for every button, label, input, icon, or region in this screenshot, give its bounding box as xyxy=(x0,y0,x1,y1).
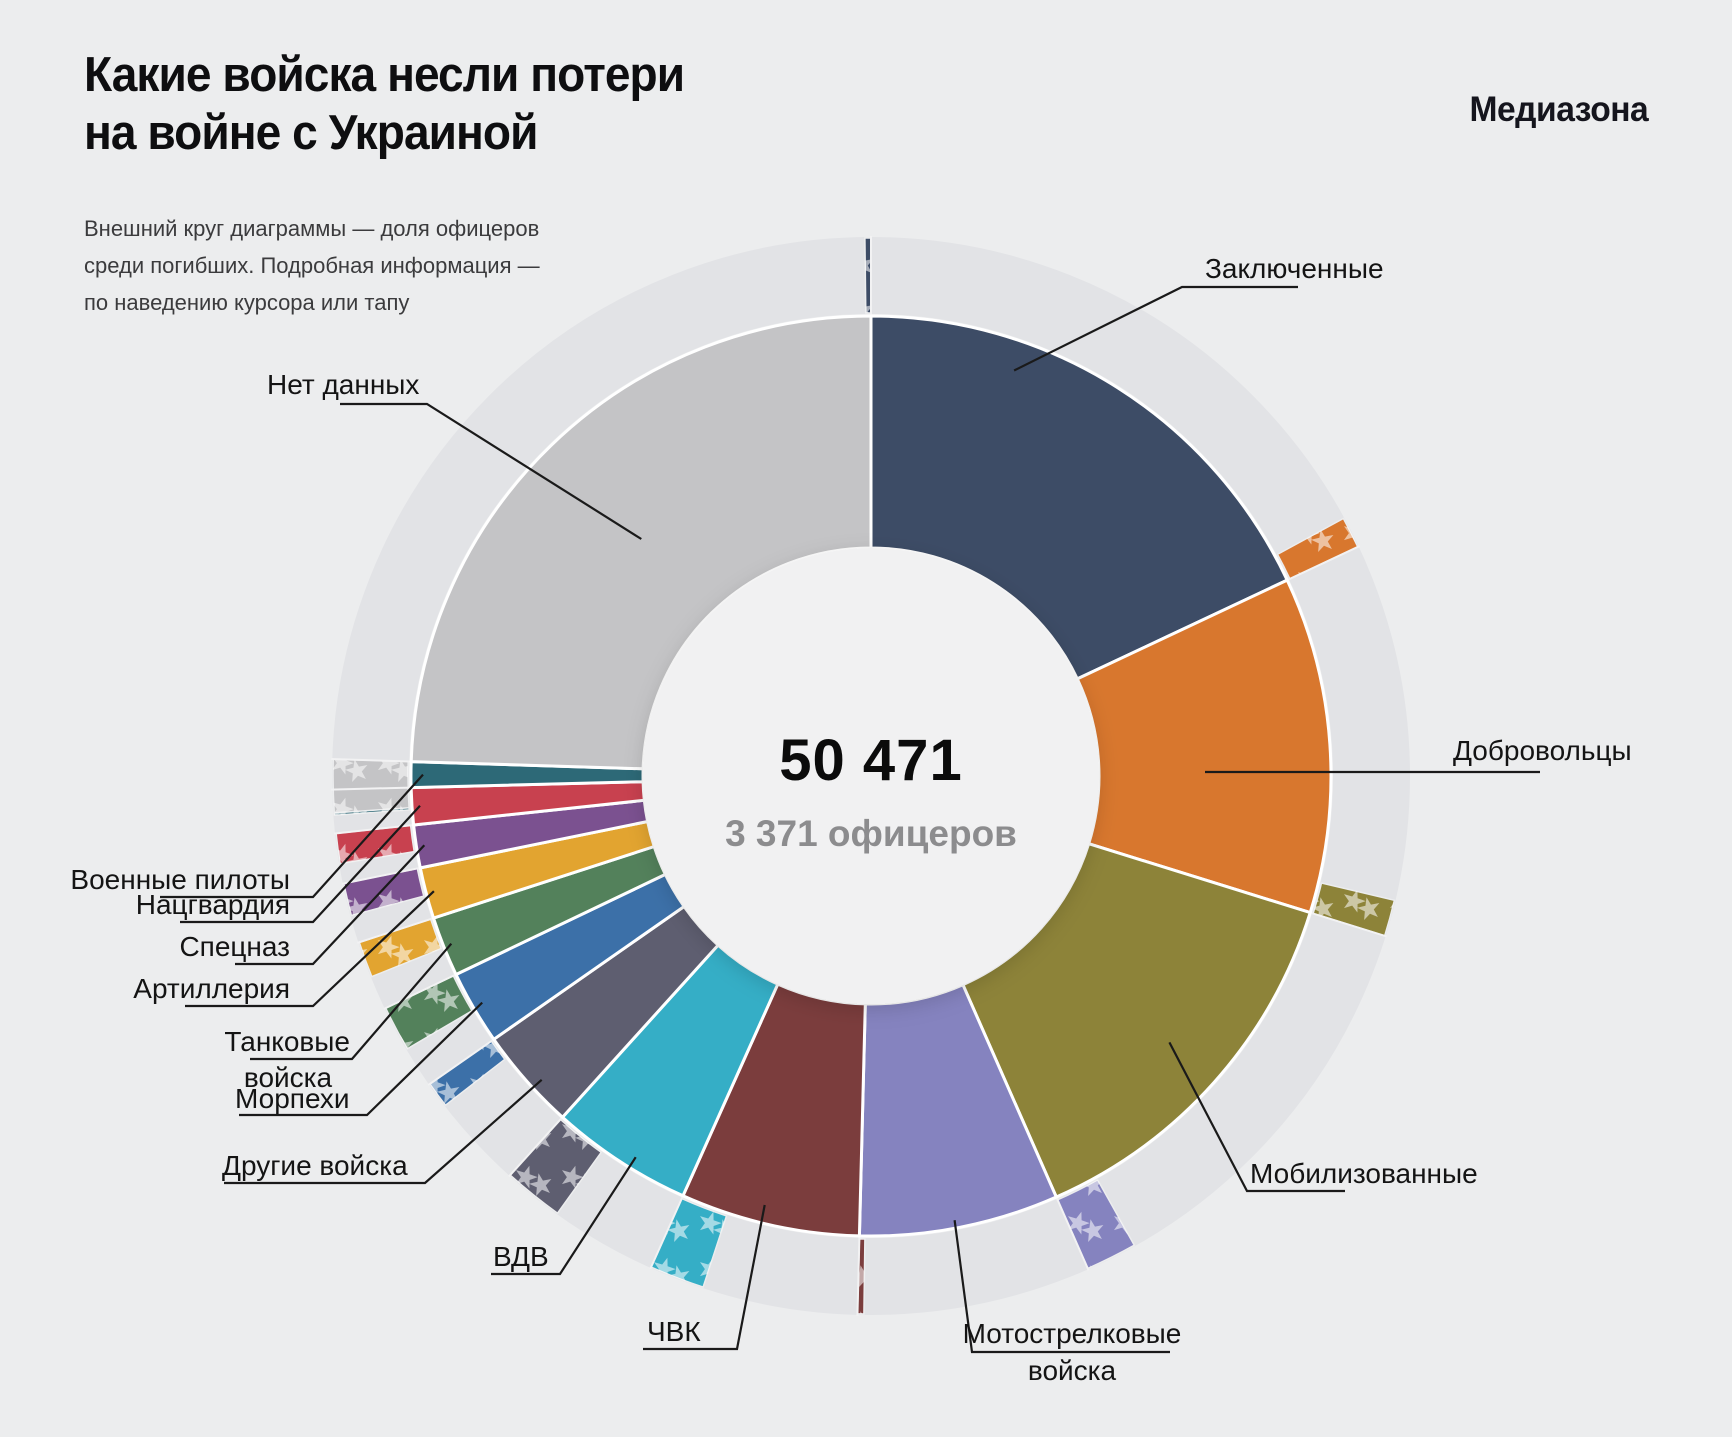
label-chvk: ЧВК xyxy=(647,1316,701,1347)
label-nacgv: Нацгвардия xyxy=(136,889,290,920)
label-artil: Артиллерия xyxy=(133,973,290,1004)
leader-chvk xyxy=(643,1204,766,1351)
leader-pilots xyxy=(160,773,424,899)
note-line-2: среди погибших. Подробная информация — xyxy=(84,253,540,278)
label-specnaz: Спецназ xyxy=(179,931,290,962)
label-zakl: Заключенные xyxy=(1205,253,1384,284)
label-tank-line2: войска xyxy=(244,1062,333,1093)
center-total-value: 50 471 xyxy=(779,728,962,793)
ring-divider-tank xyxy=(383,973,456,1010)
label-pilots: Военные пилоты xyxy=(70,864,290,895)
label-mobil: Мобилизованные xyxy=(1250,1158,1478,1189)
label-motostr: Мотострелковые xyxy=(963,1318,1182,1349)
leader-zakl xyxy=(1013,285,1298,372)
officer-arc-netdan[interactable] xyxy=(332,758,410,814)
label-dobr: Добровольцы xyxy=(1453,735,1632,766)
ring-divider-morpekhi xyxy=(427,1039,494,1086)
ring-divider-motostr xyxy=(1055,1197,1090,1271)
leader-tank xyxy=(250,942,453,1061)
label-vdv: ВДВ xyxy=(493,1241,549,1272)
leader-artil xyxy=(185,890,435,1008)
title-line-1: Какие войска несли потери xyxy=(84,48,685,102)
label-motostr-line2: войска xyxy=(1028,1355,1117,1386)
brand-logo: Медиазона xyxy=(1469,90,1648,129)
leader-vdv xyxy=(491,1156,637,1276)
center-officers-value: 3 371 офицеров xyxy=(725,813,1017,854)
label-drugie: Другие войска xyxy=(222,1150,408,1181)
ring-divider-vdv xyxy=(649,1196,684,1270)
label-netdan: Нет данных xyxy=(267,369,419,400)
ring-divider-dobr xyxy=(1287,545,1361,581)
leader-nacgv xyxy=(180,805,421,924)
label-morpekhi: Морпехи xyxy=(235,1083,350,1114)
leader-morpekhi xyxy=(239,1001,483,1117)
ring-divider-mobil xyxy=(1310,911,1387,938)
label-tank: Танковые xyxy=(224,1026,350,1057)
donut-center-disc xyxy=(643,548,1099,1004)
chart-note: Внешний круг диаграммы — доля офицеров с… xyxy=(84,210,540,321)
title-line-2: на войне с Украиной xyxy=(84,106,538,160)
ring-divider-pilots xyxy=(331,786,411,791)
ring-divider-drugie xyxy=(508,1117,563,1178)
ring-divider-chvk xyxy=(856,1236,861,1316)
leader-drugie xyxy=(224,1078,543,1185)
ring-divider-specnaz xyxy=(341,867,420,885)
leader-mobil xyxy=(1168,1041,1345,1193)
note-line-3: по наведению курсора или тапу xyxy=(84,290,410,315)
ring-divider-netdan xyxy=(331,758,411,763)
note-line-1: Внешний круг диаграммы — доля офицеров xyxy=(84,216,540,241)
ring-divider-artil xyxy=(357,917,433,944)
leader-specnaz xyxy=(235,844,426,966)
leader-motostr xyxy=(953,1220,1170,1354)
leader-netdan xyxy=(340,402,642,540)
page-title: Какие войска несли потери на войне с Укр… xyxy=(84,46,685,162)
